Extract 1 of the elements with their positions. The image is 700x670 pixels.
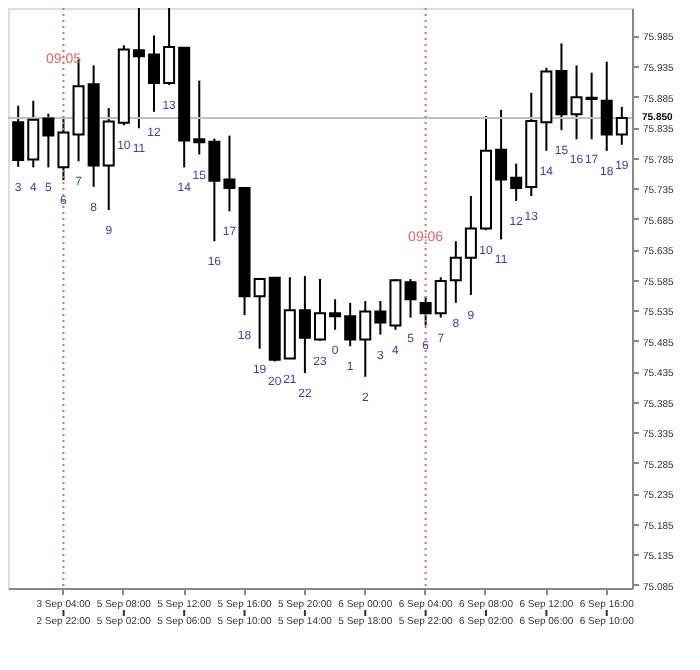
candlestick	[404, 278, 417, 319]
